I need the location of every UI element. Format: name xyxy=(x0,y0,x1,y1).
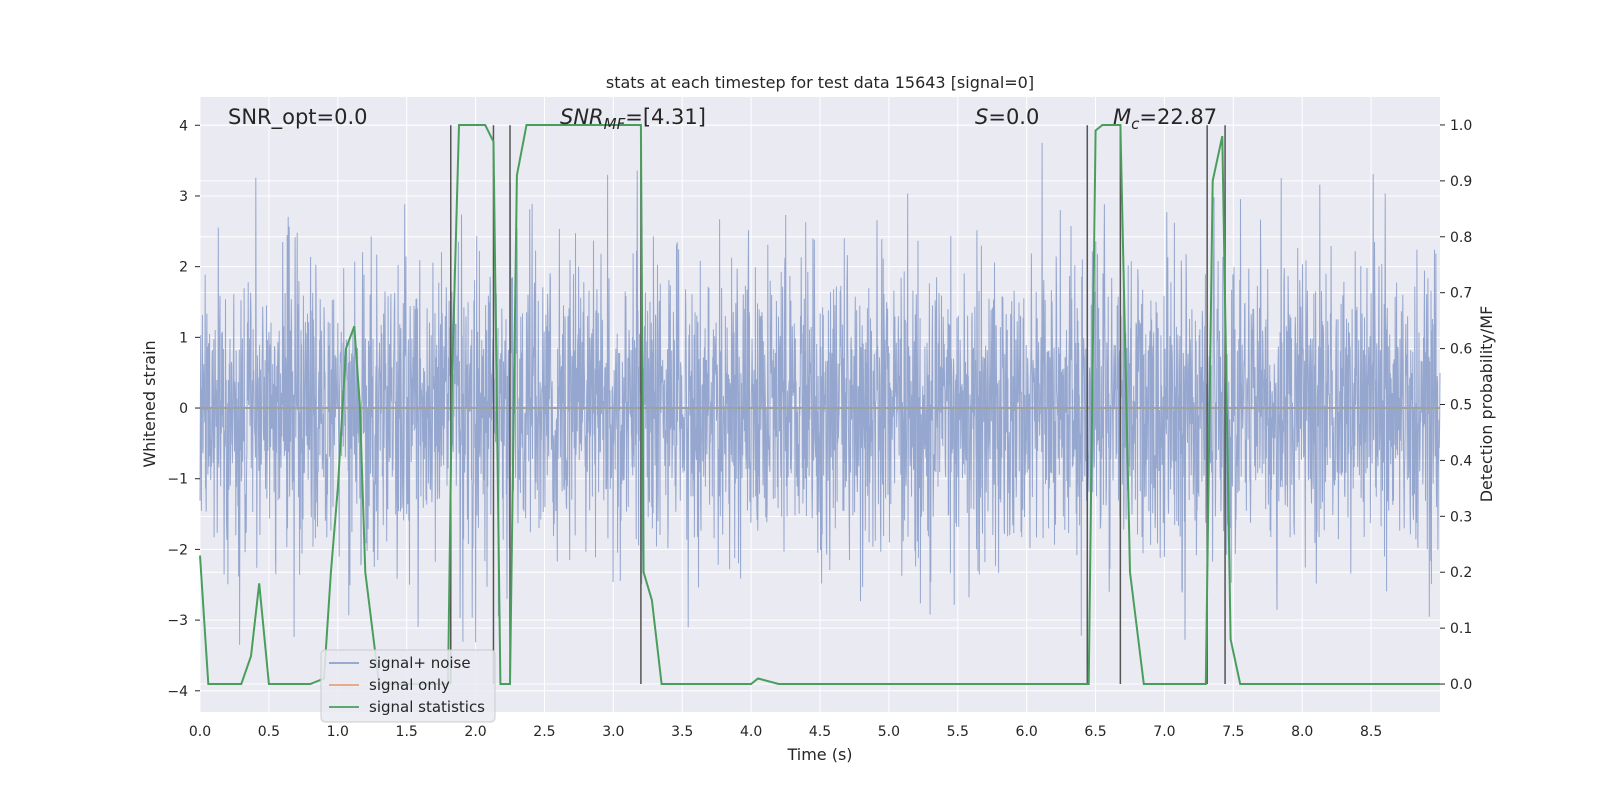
signal-statistics-line xyxy=(199,124,1440,685)
x-tick-label: 7.5 xyxy=(1222,724,1244,740)
y-tick-label-right: 0.1 xyxy=(1450,621,1472,637)
legend: signal+ noise signal only signal statist… xyxy=(320,649,496,723)
x-tick-label: 2.0 xyxy=(464,724,486,740)
signal-noise-line xyxy=(199,142,1441,645)
x-tick-label: 0.0 xyxy=(189,724,211,740)
y-tick-label-right: 1.0 xyxy=(1450,118,1472,134)
y-tick-label-left: 2 xyxy=(179,260,188,276)
x-tick-label: 6.0 xyxy=(1016,724,1038,740)
annotation-mc: Mc=22.87 xyxy=(1113,105,1217,133)
y-tick-label-left: 0 xyxy=(179,401,188,417)
y-tick-label-left: −2 xyxy=(167,542,188,558)
x-tick-label: 6.5 xyxy=(1084,724,1106,740)
y-tick-label-left: −4 xyxy=(167,684,188,700)
y-tick-label-right: 0.8 xyxy=(1450,230,1472,246)
x-tick-label: 5.0 xyxy=(878,724,900,740)
x-tick-label: 1.5 xyxy=(396,724,418,740)
x-tick-label: 7.0 xyxy=(1153,724,1175,740)
legend-box xyxy=(320,649,496,723)
annotation-snr-mf-value: =[4.31] xyxy=(625,105,706,129)
vertical-lines xyxy=(450,125,1226,685)
y-tick-label-right: 0.5 xyxy=(1450,398,1472,414)
x-tick-label: 4.0 xyxy=(740,724,762,740)
legend-label-signal-statistics: signal statistics xyxy=(369,698,485,716)
y-tick-label-right: 0.7 xyxy=(1450,286,1472,302)
signal-noise-series xyxy=(199,142,1441,645)
x-tick-label: 4.5 xyxy=(809,724,831,740)
annotation-mc-sub: c xyxy=(1131,115,1140,133)
annotation-s: S=0.0 xyxy=(975,105,1039,129)
y-tick-label-left: 1 xyxy=(179,330,188,346)
x-axis-label: Time (s) xyxy=(786,745,852,764)
x-tick-label: 0.5 xyxy=(258,724,280,740)
legend-label-signal-noise: signal+ noise xyxy=(369,654,471,672)
annotation-s-symbol: S xyxy=(975,105,988,129)
y-tick-label-right: 0.4 xyxy=(1450,453,1472,469)
x-tick-label: 8.0 xyxy=(1291,724,1313,740)
annotation-snr-opt: SNR_opt=0.0 xyxy=(228,105,368,130)
y-axis-label-left: Whitened strain xyxy=(140,340,159,467)
annotation-mc-main: M xyxy=(1113,105,1131,129)
y-tick-label-left: −3 xyxy=(167,613,188,629)
y-tick-label-right: 0.2 xyxy=(1450,565,1472,581)
signal-statistics-series xyxy=(199,124,1440,685)
x-tick-label: 8.5 xyxy=(1360,724,1382,740)
y-tick-label-left: 3 xyxy=(179,189,188,205)
annotation-s-value: =0.0 xyxy=(988,105,1039,129)
x-tick-label: 1.0 xyxy=(327,724,349,740)
y-tick-label-right: 0.0 xyxy=(1450,677,1472,693)
annotation-snr-mf: SNRMF=[4.31] xyxy=(560,105,706,133)
x-tick-label: 2.5 xyxy=(533,724,555,740)
y-ticks-left: 4 3 2 1 0 −1 −2 −3 −4 xyxy=(167,118,200,700)
y-ticks-right: 1.0 0.9 0.8 0.7 0.6 0.5 0.4 0.3 0.2 0.1 0.0 xyxy=(1440,118,1472,693)
annotation-snr-mf-sub: MF xyxy=(604,115,626,133)
x-tick-label: 3.5 xyxy=(671,724,693,740)
legend-label-signal-only: signal only xyxy=(369,676,450,694)
chart-title: stats at each timestep for test data 156… xyxy=(606,73,1034,92)
y-axis-label-right: Detection probability/MF xyxy=(1477,306,1496,503)
x-tick-label: 5.5 xyxy=(947,724,969,740)
y-tick-label-right: 0.9 xyxy=(1450,174,1472,190)
x-ticks: 0.0 0.5 1.0 1.5 2.0 2.5 3.0 3.5 4.0 4.5 5.0 5.5 6.0 6… xyxy=(189,724,1382,740)
x-tick-label: 3.0 xyxy=(602,724,624,740)
y-tick-label-left: 4 xyxy=(179,118,188,134)
annotation-snr-mf-main: SNR xyxy=(560,105,604,129)
y-tick-label-right: 0.6 xyxy=(1450,342,1472,358)
annotation-mc-value: =22.87 xyxy=(1139,105,1217,129)
y-tick-label-left: −1 xyxy=(167,472,188,488)
y-tick-label-right: 0.3 xyxy=(1450,509,1472,525)
